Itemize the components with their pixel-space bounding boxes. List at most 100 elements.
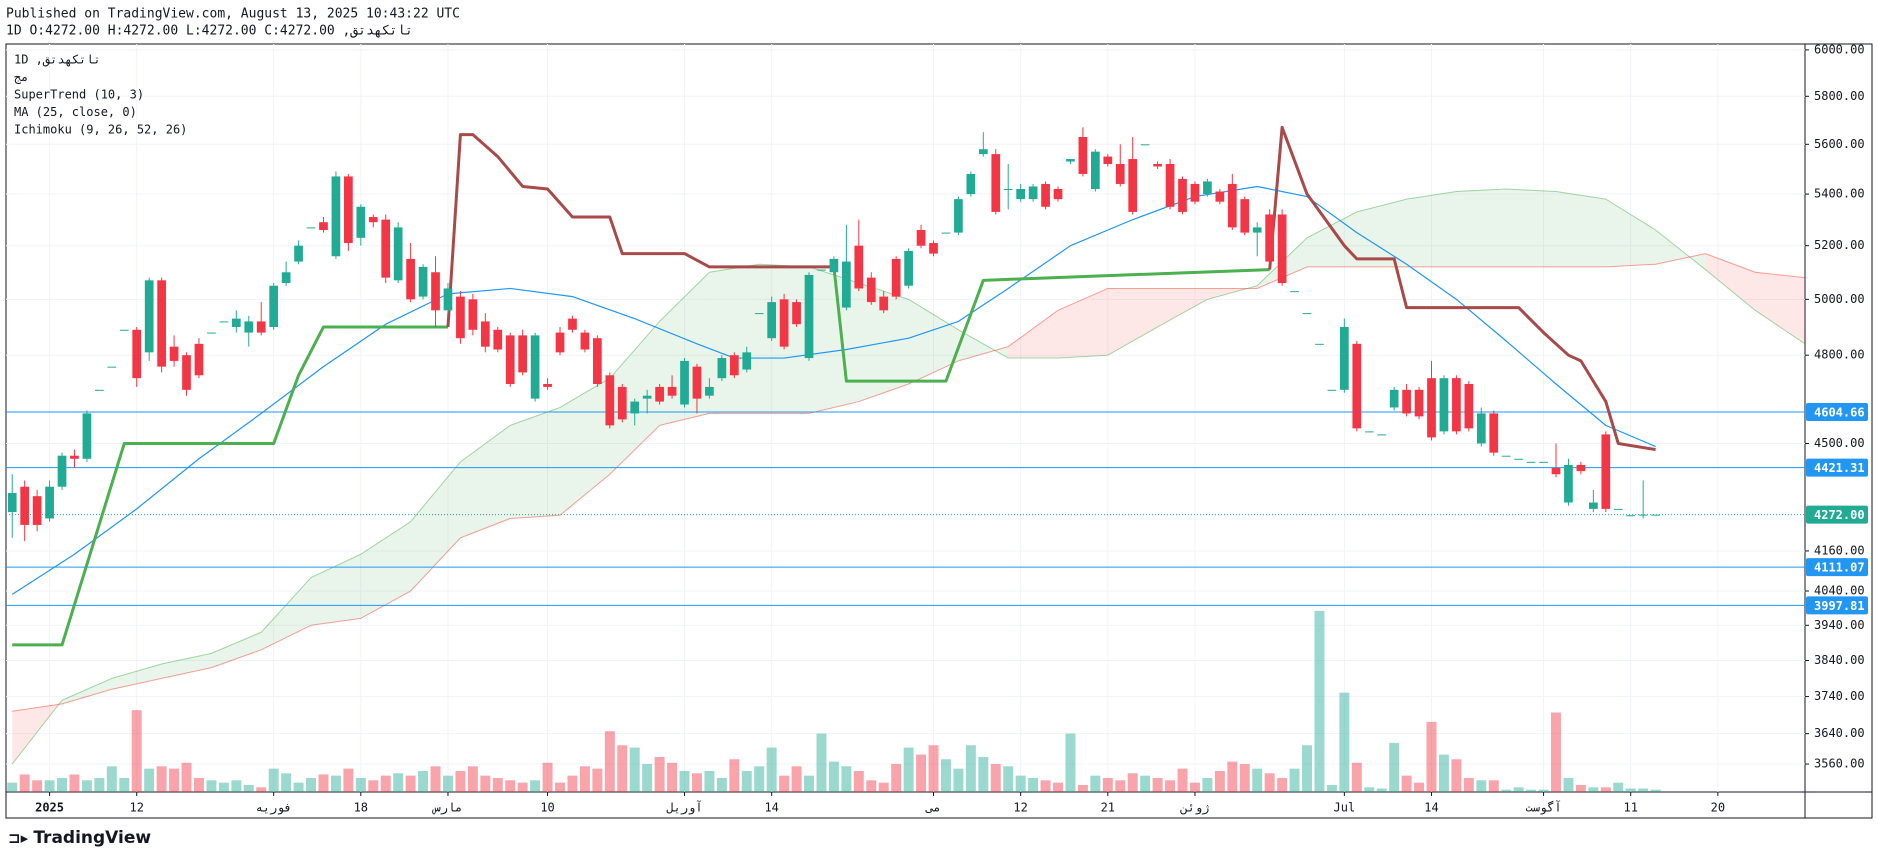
cloud-segment (809, 266, 859, 414)
y-tick-label: 3940.00 (1814, 618, 1865, 632)
price-level-label: 4421.31 (1814, 461, 1865, 475)
candle-body (941, 232, 951, 234)
volume-bar (629, 747, 640, 792)
volume-bar (467, 766, 478, 792)
volume-bar (1015, 775, 1026, 792)
candle-body (157, 280, 166, 367)
candle-body (82, 413, 92, 459)
candle-body (1638, 514, 1648, 516)
volume-bar (193, 777, 204, 792)
y-tick-label: 5600.00 (1814, 137, 1865, 151)
volume-bar (368, 780, 379, 792)
candle-body (1464, 383, 1474, 429)
volume-bar (1189, 782, 1200, 792)
volume-bar (542, 762, 553, 792)
candle-body (1601, 434, 1611, 509)
candle-body (1252, 227, 1262, 233)
candle-body (1240, 199, 1250, 233)
x-tick-label: 18 (354, 801, 368, 815)
volume-bar (1065, 733, 1076, 792)
volume-bar (779, 775, 790, 792)
y-tick-label: 3640.00 (1814, 726, 1865, 740)
axes: 6000.00 5800.00 5600.00 5400.00 5200.00 5000.… (35, 42, 1868, 816)
volume-bar (57, 777, 68, 792)
candle-body (1265, 214, 1275, 262)
candle-body (1153, 163, 1162, 167)
price-level-tag (1806, 558, 1868, 577)
price-level-label: 4604.66 (1814, 406, 1865, 420)
candle-body (231, 318, 241, 327)
candle-body (344, 176, 353, 244)
candle-body (406, 258, 415, 300)
volume-bar (181, 762, 192, 792)
volume-bar (1389, 742, 1400, 792)
cloud-segment (510, 407, 561, 519)
volume-bar (1277, 777, 1288, 792)
candle-body (655, 386, 664, 402)
y-tick-label: 4500.00 (1814, 436, 1865, 450)
legend-entry: Ichimoku (9, 26, 52, 26) (14, 123, 187, 137)
volume-bar (1102, 777, 1113, 792)
candle-body (1302, 313, 1312, 315)
candle-body (1414, 389, 1424, 417)
volume-bar (1053, 782, 1063, 792)
volume-bar (1638, 788, 1649, 792)
candle-body (866, 277, 876, 303)
candle-body (1626, 515, 1636, 517)
candle-body (692, 366, 702, 399)
price-level-label: 4111.07 (1814, 561, 1865, 575)
legend-entry: مج (14, 70, 28, 84)
candle-body (978, 149, 988, 155)
y-tick-label: 6000.00 (1814, 42, 1865, 56)
candle-body (1190, 183, 1200, 202)
volume-bar (1326, 784, 1337, 792)
candle-body (792, 302, 801, 325)
candle-body (1016, 188, 1026, 200)
candle-body (1140, 144, 1150, 146)
volume-bar (555, 782, 565, 792)
candle-body (1364, 431, 1374, 433)
volume-bar (1351, 762, 1362, 792)
candle-body (418, 266, 428, 297)
volume-bar (604, 731, 615, 792)
volume-bar (1090, 775, 1101, 792)
cloud-segment (261, 577, 312, 650)
candle-body (1501, 455, 1511, 457)
volume-bar (1526, 789, 1537, 792)
x-tick-label: می (925, 801, 940, 815)
candle-body (530, 335, 540, 399)
volume-bar (579, 766, 590, 792)
volume-bar (355, 777, 366, 792)
candle-body (754, 313, 764, 315)
candle-body (443, 288, 453, 311)
x-tick-label: فوریه (256, 801, 292, 816)
volume-bar (1289, 768, 1300, 792)
volume-bar (1252, 768, 1263, 792)
candle-body (779, 299, 789, 347)
candle-body (1078, 136, 1088, 174)
volume-bar (281, 773, 292, 792)
candle-body (1053, 188, 1063, 200)
volume-bar (916, 754, 927, 792)
candle-body (1227, 183, 1237, 228)
cloud-segment (958, 329, 1009, 361)
volume-bar (393, 773, 404, 792)
indicator-line (446, 125, 1656, 452)
candle-body (680, 360, 689, 405)
x-tick-label: ژوئن (1180, 801, 1210, 816)
volume-bar (853, 770, 864, 792)
candle-body (1339, 326, 1349, 390)
brand-logo: ⊐▸ TradingView (8, 828, 151, 848)
candle-body (717, 358, 727, 379)
x-tick-label: 12 (1013, 801, 1027, 815)
volume-bar (1202, 777, 1213, 792)
cloud-segment (1406, 191, 1457, 267)
volume-bar (1302, 745, 1312, 792)
candle-body (705, 386, 714, 396)
candle-body (1277, 214, 1287, 284)
volume-bar (1600, 787, 1611, 792)
volume-bar (69, 774, 80, 792)
candle-body (916, 229, 926, 246)
candle-body (1003, 188, 1013, 190)
candle-body (219, 321, 229, 323)
